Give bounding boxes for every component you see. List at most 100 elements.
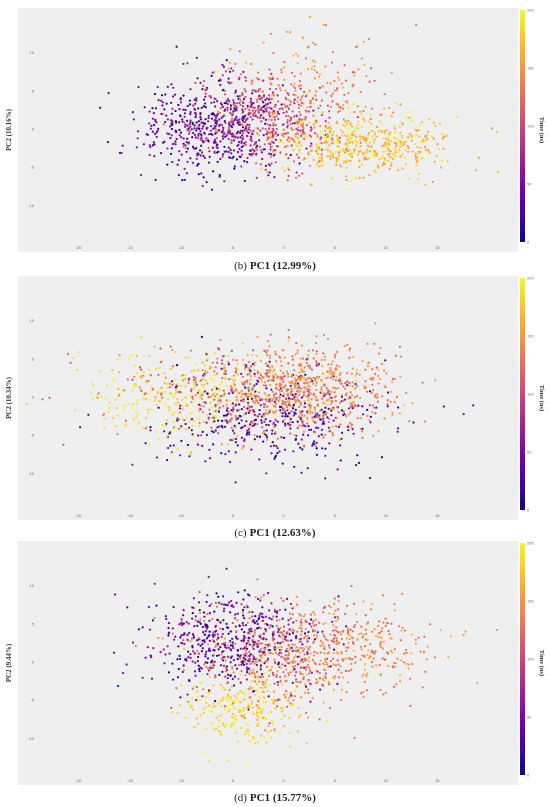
data-point: [111, 369, 114, 372]
data-point: [287, 623, 290, 626]
data-point: [326, 147, 329, 150]
data-point: [243, 396, 246, 399]
data-point: [262, 41, 265, 44]
data-point: [275, 611, 278, 615]
data-point: [245, 129, 248, 132]
data-point: [359, 141, 362, 144]
data-point: [329, 665, 332, 668]
data-point: [247, 392, 250, 395]
data-point: [320, 99, 323, 102]
data-point: [322, 352, 325, 355]
data-point: [190, 412, 193, 415]
data-point: [233, 384, 236, 387]
data-point: [214, 132, 217, 135]
data-point: [355, 385, 358, 389]
data-point: [251, 660, 254, 663]
data-point: [362, 40, 365, 43]
data-point: [164, 653, 167, 656]
data-point: [333, 391, 336, 394]
data-point: [381, 145, 384, 148]
data-point: [150, 386, 153, 389]
data-point: [144, 442, 147, 445]
data-point: [280, 631, 284, 634]
x-tick-label: -20: [76, 778, 83, 783]
data-point: [269, 148, 272, 151]
data-point: [222, 405, 225, 408]
data-point: [250, 103, 253, 106]
data-point: [225, 414, 228, 417]
data-point: [221, 724, 225, 727]
data-point: [259, 95, 262, 98]
data-point: [289, 692, 292, 695]
data-point: [264, 103, 267, 106]
data-point: [363, 138, 366, 141]
data-point: [344, 669, 348, 673]
data-point: [222, 355, 225, 358]
data-point: [234, 441, 237, 444]
data-point: [214, 675, 217, 678]
data-point: [197, 636, 200, 639]
data-point: [301, 658, 304, 661]
data-point: [253, 629, 256, 632]
data-point: [274, 392, 277, 395]
data-point: [228, 378, 231, 381]
data-point: [276, 452, 279, 455]
data-point: [314, 94, 317, 97]
data-point: [370, 376, 373, 380]
data-point: [242, 101, 245, 104]
data-point: [230, 125, 233, 128]
data-point: [238, 663, 241, 667]
data-point: [388, 132, 391, 135]
data-point: [280, 645, 283, 649]
data-point: [333, 616, 337, 619]
data-point: [186, 128, 189, 131]
data-point: [262, 148, 265, 151]
data-point: [320, 388, 323, 391]
data-point: [360, 648, 363, 651]
data-point: [350, 425, 353, 429]
data-point: [360, 632, 363, 635]
data-point: [343, 93, 346, 96]
data-point: [332, 663, 335, 666]
data-point: [286, 138, 289, 141]
data-point: [261, 675, 264, 679]
data-point: [233, 694, 236, 697]
data-point: [169, 125, 172, 128]
data-point: [316, 152, 320, 156]
data-point: [291, 382, 295, 385]
data-point: [194, 618, 197, 622]
data-point: [210, 603, 213, 606]
data-point: [48, 396, 51, 399]
data-point: [204, 623, 207, 626]
data-point: [307, 391, 310, 394]
data-point: [294, 119, 297, 122]
data-point: [301, 410, 304, 413]
data-point: [206, 357, 209, 360]
data-point: [293, 656, 296, 659]
data-point: [327, 652, 330, 655]
data-point: [334, 150, 337, 154]
colorbar-tick-label: 100: [527, 657, 534, 662]
data-point: [331, 360, 334, 363]
data-point: [233, 670, 236, 673]
data-point: [285, 153, 288, 156]
data-point: [207, 161, 211, 164]
data-point: [181, 118, 184, 121]
data-point: [282, 372, 285, 375]
data-point: [342, 107, 345, 110]
data-point: [317, 75, 321, 78]
data-point: [406, 145, 409, 148]
data-point: [270, 72, 273, 75]
data-point: [331, 92, 334, 95]
x-tick-label: -10: [178, 245, 185, 250]
data-point: [362, 600, 365, 603]
data-point: [414, 154, 417, 158]
data-point: [191, 687, 194, 690]
data-point: [405, 116, 409, 119]
data-point: [216, 403, 219, 406]
data-point: [273, 729, 276, 732]
data-point: [251, 388, 254, 391]
data-point: [303, 377, 306, 380]
data-point: [345, 649, 348, 653]
data-point: [273, 176, 276, 179]
